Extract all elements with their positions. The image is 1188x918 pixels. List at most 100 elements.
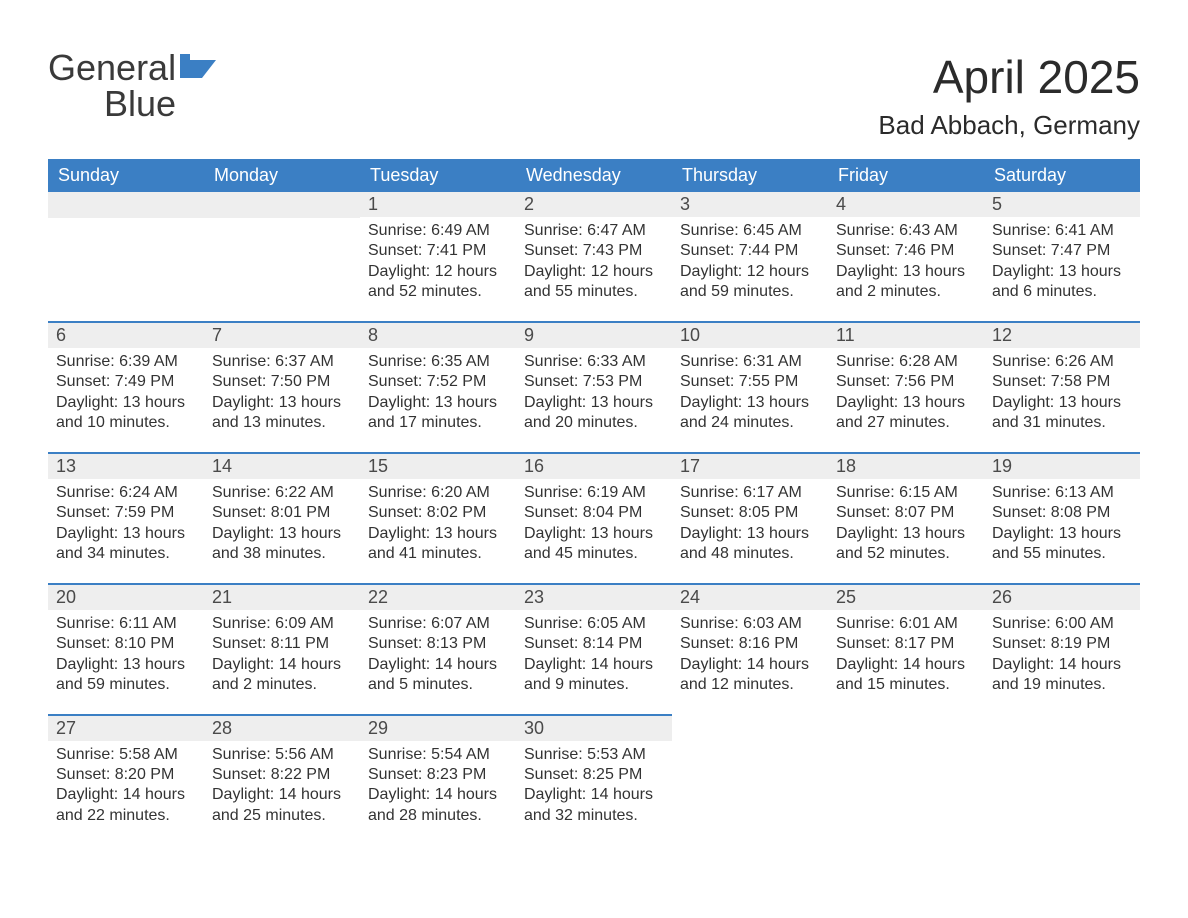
daynum-band: 1 xyxy=(360,192,516,217)
daylight-line-2: and 28 minutes. xyxy=(368,806,508,826)
day-cell: 17Sunrise: 6:17 AMSunset: 8:05 PMDayligh… xyxy=(672,452,828,583)
daylight-line-1: Daylight: 14 hours xyxy=(836,655,976,675)
day-cell: 12Sunrise: 6:26 AMSunset: 7:58 PMDayligh… xyxy=(984,321,1140,452)
day-cell: 1 Sunrise: 6:49 AMSunset: 7:41 PMDaylight… xyxy=(360,192,516,321)
daynum-band: 15 xyxy=(360,452,516,479)
header-row: General Blue April 2025 Bad Abbach, Germ… xyxy=(48,50,1140,151)
sunset-line: Sunset: 7:41 PM xyxy=(368,241,508,261)
day-cell: 3Sunrise: 6:45 AMSunset: 7:44 PMDaylight… xyxy=(672,192,828,321)
logo-word2: Blue xyxy=(48,86,176,122)
sunrise-line: Sunrise: 6:35 AM xyxy=(368,352,508,372)
sunrise-line: Sunrise: 6:26 AM xyxy=(992,352,1132,372)
dow-cell: Tuesday xyxy=(360,159,516,192)
daynum-band: 5 xyxy=(984,192,1140,217)
empty-daynum-band xyxy=(204,192,360,218)
sunset-line: Sunset: 8:10 PM xyxy=(56,634,196,654)
daylight-line-2: and 2 minutes. xyxy=(212,675,352,695)
daylight-line-1: Daylight: 13 hours xyxy=(56,655,196,675)
day-cell: 29Sunrise: 5:54 AMSunset: 8:23 PMDayligh… xyxy=(360,714,516,845)
weeks-container: 1Sunrise: 6:49 AMSunset: 7:41 PMDaylight… xyxy=(48,192,1140,844)
sunset-line: Sunset: 8:02 PM xyxy=(368,503,508,523)
sunrise-line: Sunrise: 6:41 AM xyxy=(992,221,1132,241)
daynum-band: 6 xyxy=(48,321,204,348)
sunrise-line: Sunrise: 6:19 AM xyxy=(524,483,664,503)
sunset-line: Sunset: 7:46 PM xyxy=(836,241,976,261)
daylight-line-2: and 41 minutes. xyxy=(368,544,508,564)
daylight-line-1: Daylight: 13 hours xyxy=(524,393,664,413)
sunrise-line: Sunrise: 6:37 AM xyxy=(212,352,352,372)
daylight-line-1: Daylight: 13 hours xyxy=(56,393,196,413)
daylight-line-1: Daylight: 12 hours xyxy=(524,262,664,282)
sunset-line: Sunset: 7:56 PM xyxy=(836,372,976,392)
daynum-band: 12 xyxy=(984,321,1140,348)
sunrise-line: Sunrise: 5:56 AM xyxy=(212,745,352,765)
daylight-line-1: Daylight: 13 hours xyxy=(212,524,352,544)
week-row: 27Sunrise: 5:58 AMSunset: 8:20 PMDayligh… xyxy=(48,714,1140,845)
daylight-line-2: and 55 minutes. xyxy=(524,282,664,302)
daynum-band: 19 xyxy=(984,452,1140,479)
title-block: April 2025 Bad Abbach, Germany xyxy=(878,50,1140,151)
sunset-line: Sunset: 8:07 PM xyxy=(836,503,976,523)
daylight-line-1: Daylight: 12 hours xyxy=(368,262,508,282)
sunset-line: Sunset: 7:44 PM xyxy=(680,241,820,261)
daylight-line-1: Daylight: 14 hours xyxy=(212,655,352,675)
daylight-line-2: and 45 minutes. xyxy=(524,544,664,564)
daylight-line-2: and 32 minutes. xyxy=(524,806,664,826)
daynum-band: 10 xyxy=(672,321,828,348)
sunrise-line: Sunrise: 5:54 AM xyxy=(368,745,508,765)
daynum-band: 9 xyxy=(516,321,672,348)
sunrise-line: Sunrise: 6:15 AM xyxy=(836,483,976,503)
sunrise-line: Sunrise: 6:31 AM xyxy=(680,352,820,372)
day-cell: 21Sunrise: 6:09 AMSunset: 8:11 PMDayligh… xyxy=(204,583,360,714)
daylight-line-2: and 17 minutes. xyxy=(368,413,508,433)
day-cell: 8Sunrise: 6:35 AMSunset: 7:52 PMDaylight… xyxy=(360,321,516,452)
daylight-line-1: Daylight: 13 hours xyxy=(836,524,976,544)
calendar: SundayMondayTuesdayWednesdayThursdayFrid… xyxy=(48,159,1140,844)
daylight-line-2: and 24 minutes. xyxy=(680,413,820,433)
daylight-line-1: Daylight: 14 hours xyxy=(524,655,664,675)
dow-row: SundayMondayTuesdayWednesdayThursdayFrid… xyxy=(48,159,1140,192)
daylight-line-1: Daylight: 14 hours xyxy=(368,785,508,805)
sunset-line: Sunset: 7:50 PM xyxy=(212,372,352,392)
daylight-line-2: and 19 minutes. xyxy=(992,675,1132,695)
week-row: 1Sunrise: 6:49 AMSunset: 7:41 PMDaylight… xyxy=(48,192,1140,321)
daynum-band: 18 xyxy=(828,452,984,479)
sunrise-line: Sunrise: 6:33 AM xyxy=(524,352,664,372)
day-cell: 28Sunrise: 5:56 AMSunset: 8:22 PMDayligh… xyxy=(204,714,360,845)
daylight-line-2: and 6 minutes. xyxy=(992,282,1132,302)
day-cell xyxy=(48,192,204,321)
logo: General Blue xyxy=(48,50,218,122)
sunset-line: Sunset: 8:13 PM xyxy=(368,634,508,654)
sunrise-line: Sunrise: 6:49 AM xyxy=(368,221,508,241)
sunrise-line: Sunrise: 6:39 AM xyxy=(56,352,196,372)
daylight-line-1: Daylight: 14 hours xyxy=(524,785,664,805)
day-cell xyxy=(672,714,828,845)
sunrise-line: Sunrise: 6:22 AM xyxy=(212,483,352,503)
logo-word1: General xyxy=(48,50,176,86)
daynum-band: 4 xyxy=(828,192,984,217)
daynum-band: 3 xyxy=(672,192,828,217)
day-cell: 7Sunrise: 6:37 AMSunset: 7:50 PMDaylight… xyxy=(204,321,360,452)
day-cell: 30Sunrise: 5:53 AMSunset: 8:25 PMDayligh… xyxy=(516,714,672,845)
daynum-band: 20 xyxy=(48,583,204,610)
sunrise-line: Sunrise: 5:53 AM xyxy=(524,745,664,765)
week-row: 13Sunrise: 6:24 AMSunset: 7:59 PMDayligh… xyxy=(48,452,1140,583)
day-cell: 10Sunrise: 6:31 AMSunset: 7:55 PMDayligh… xyxy=(672,321,828,452)
day-cell: 24Sunrise: 6:03 AMSunset: 8:16 PMDayligh… xyxy=(672,583,828,714)
daynum-band: 27 xyxy=(48,714,204,741)
daylight-line-1: Daylight: 13 hours xyxy=(368,393,508,413)
sunrise-line: Sunrise: 6:28 AM xyxy=(836,352,976,372)
daylight-line-2: and 22 minutes. xyxy=(56,806,196,826)
daynum-band: 25 xyxy=(828,583,984,610)
daylight-line-2: and 55 minutes. xyxy=(992,544,1132,564)
sunrise-line: Sunrise: 6:05 AM xyxy=(524,614,664,634)
daylight-line-2: and 34 minutes. xyxy=(56,544,196,564)
sunrise-line: Sunrise: 6:43 AM xyxy=(836,221,976,241)
daynum-band: 28 xyxy=(204,714,360,741)
sunrise-line: Sunrise: 6:45 AM xyxy=(680,221,820,241)
daynum-band: 13 xyxy=(48,452,204,479)
sunset-line: Sunset: 7:59 PM xyxy=(56,503,196,523)
day-cell: 20Sunrise: 6:11 AMSunset: 8:10 PMDayligh… xyxy=(48,583,204,714)
sunrise-line: Sunrise: 6:07 AM xyxy=(368,614,508,634)
day-cell: 18 Sunrise: 6:15 AMSunset: 8:07 PMDayligh… xyxy=(828,452,984,583)
